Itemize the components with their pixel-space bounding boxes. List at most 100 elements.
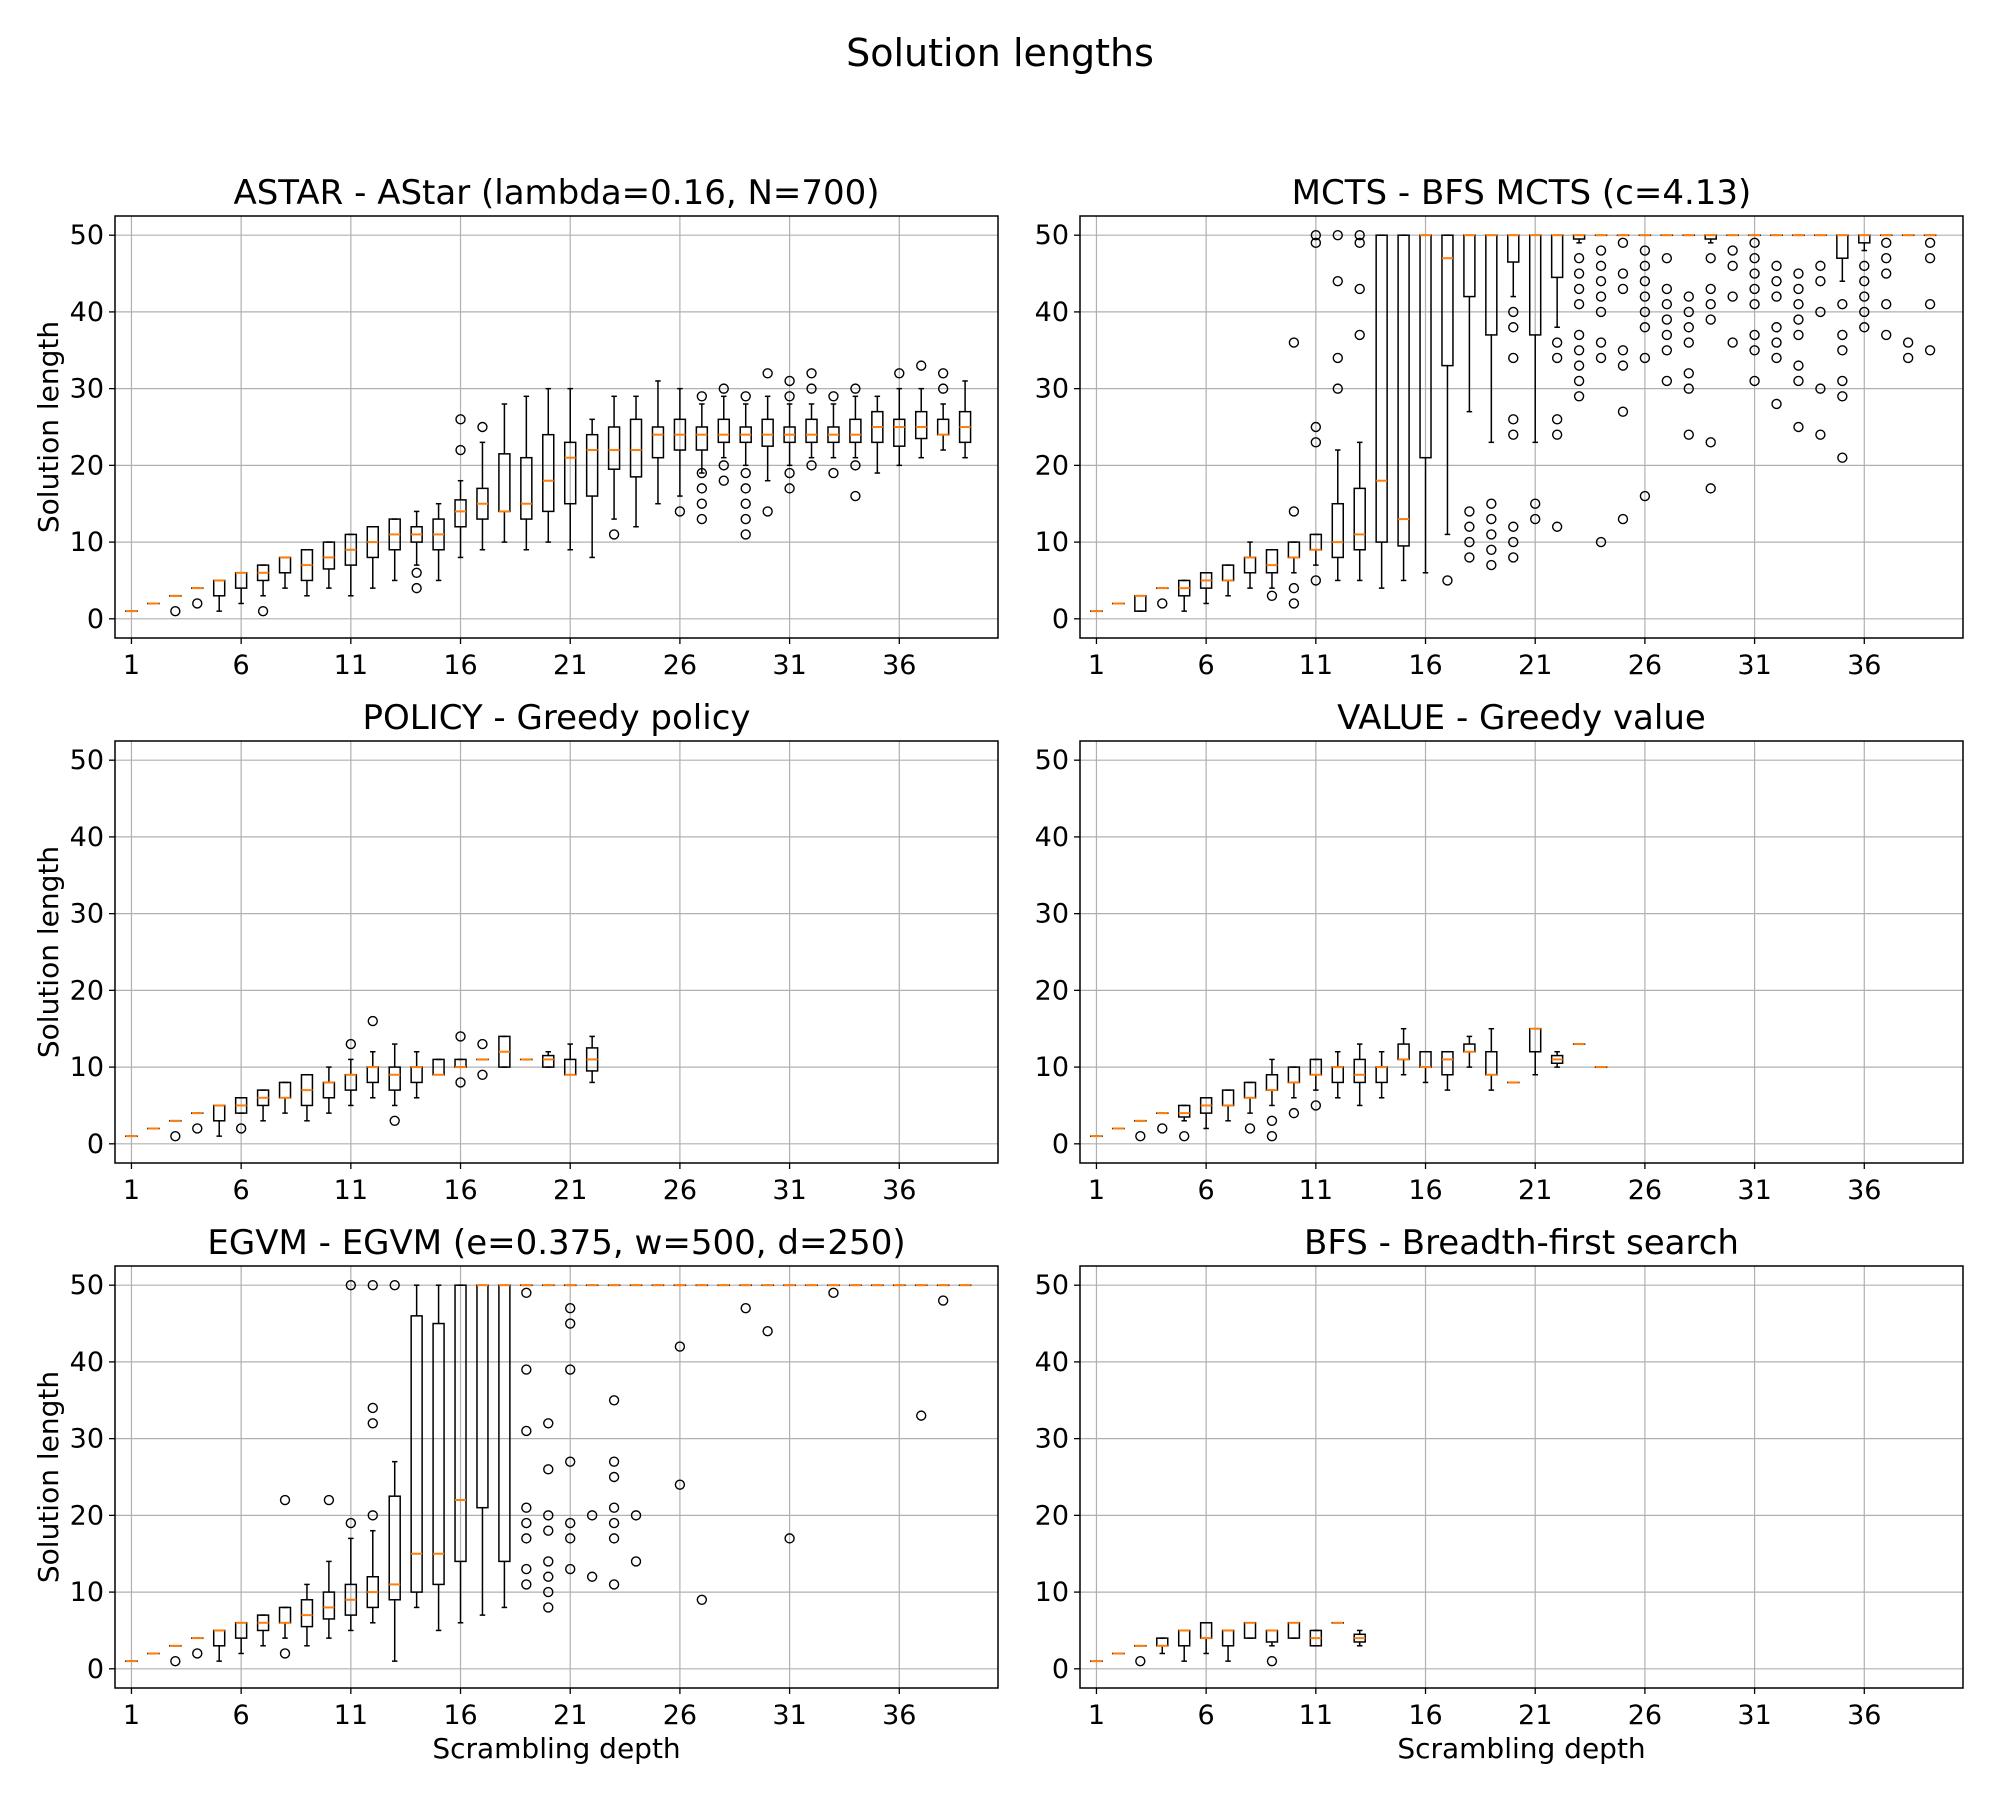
box-depth-4 <box>1156 1637 1169 1655</box>
outlier-point <box>521 1364 532 1375</box>
outlier-point <box>1705 314 1716 325</box>
outlier-point <box>323 1494 335 1506</box>
box-depth-9 <box>300 1583 314 1647</box>
box-depth-11 <box>1309 1058 1323 1111</box>
outlier-point <box>411 567 422 578</box>
box-depth-28 <box>717 383 731 486</box>
box-iqr <box>1485 1050 1498 1076</box>
box-depth-6 <box>1199 572 1213 605</box>
box-depth-10 <box>1287 1066 1301 1119</box>
box-iqr <box>607 426 621 470</box>
box-depth-10 <box>1287 337 1301 609</box>
axes-frame <box>1079 1265 1964 1689</box>
box-iqr <box>1287 541 1301 559</box>
y-tick-label: 30 <box>1035 899 1069 930</box>
box-iqr <box>1331 1066 1345 1084</box>
outlier-point <box>937 368 949 379</box>
box-depth-12 <box>366 1015 380 1099</box>
x-tick-label: 36 <box>882 1175 916 1206</box>
box-depth-16 <box>454 1031 467 1088</box>
outlier-point <box>345 1517 357 1529</box>
outlier-point <box>1661 314 1673 325</box>
box-depth-12 <box>366 1279 380 1624</box>
x-tick-label: 31 <box>772 650 806 681</box>
x-ticks: 1 6 11 16 21 26 31 36 <box>123 1688 916 1731</box>
box-depth-23 <box>607 395 621 540</box>
x-tick-label: 1 <box>1088 1700 1105 1731</box>
axes-frame <box>114 1265 999 1689</box>
outlier-point <box>1310 421 1322 433</box>
outlier-point <box>1310 1100 1322 1111</box>
outlier-point <box>1881 299 1892 310</box>
box-iqr <box>322 1591 336 1620</box>
box-iqr <box>1243 1622 1257 1639</box>
box-depth-5 <box>212 1629 226 1662</box>
box-depth-32 <box>805 368 818 471</box>
box-depth-37 <box>914 1284 928 1421</box>
y-tick-label: 20 <box>1035 1500 1069 1531</box>
outlier-point <box>1771 322 1782 333</box>
x-tick-label: 16 <box>1408 1175 1442 1206</box>
outlier-point <box>1837 375 1848 387</box>
outlier-point <box>521 1533 532 1544</box>
box-depth-17 <box>476 1038 489 1080</box>
outlier-point <box>1705 299 1716 310</box>
box-iqr <box>410 1315 423 1593</box>
outlier-point <box>1288 598 1300 609</box>
box-depth-33 <box>827 391 840 479</box>
box-depth-10 <box>322 541 336 589</box>
box-depth-12 <box>1331 1050 1345 1099</box>
box-depth-3 <box>169 1119 182 1142</box>
x-tick-label: 16 <box>443 650 477 681</box>
outlier-point <box>543 1464 554 1475</box>
outlier-point <box>740 467 751 479</box>
x-tick-label: 31 <box>772 1700 806 1731</box>
outlier-point <box>279 1648 291 1659</box>
box-iqr <box>388 1495 401 1601</box>
box-iqr <box>278 1606 292 1624</box>
outlier-point <box>1508 552 1519 563</box>
box-depth-4 <box>191 1637 204 1659</box>
y-tick-label: 40 <box>70 1347 104 1378</box>
outlier-point <box>192 1123 203 1134</box>
x-tick-label: 36 <box>1847 1700 1881 1731</box>
outlier-point <box>1442 575 1453 586</box>
box-depth-22 <box>1550 234 1564 532</box>
outlier-point <box>1859 306 1870 318</box>
box-depth-18 <box>498 1035 511 1068</box>
y-ticks: 0 10 20 30 40 50 <box>70 220 115 635</box>
x-ticks: 1 6 11 16 21 26 31 36 <box>1088 1163 1881 1206</box>
box-iqr <box>717 418 731 444</box>
box-depth-8 <box>1243 541 1257 589</box>
outlier-point <box>1135 1130 1146 1142</box>
box-depth-18 <box>1463 1035 1476 1068</box>
outlier-point <box>1530 513 1541 525</box>
outlier-point <box>1573 329 1585 341</box>
outlier-point <box>1508 322 1519 333</box>
box-depth-13 <box>1353 229 1366 582</box>
outlier-point <box>1617 268 1629 279</box>
x-tick-label: 1 <box>123 1175 140 1206</box>
box-depth-14 <box>410 1284 423 1609</box>
outlier-point <box>1244 1123 1256 1134</box>
outlier-point <box>1486 529 1497 540</box>
y-tick-label: 20 <box>70 450 104 481</box>
box-depth-15 <box>432 1058 445 1076</box>
outlier-point <box>1486 498 1497 509</box>
box-depth-31 <box>1748 234 1761 387</box>
box-iqr <box>1441 234 1454 367</box>
outlier-point <box>1573 375 1585 387</box>
outlier-point <box>1793 329 1804 341</box>
box-iqr <box>278 556 292 574</box>
y-tick-label: 10 <box>70 1577 104 1608</box>
grid <box>1080 216 1963 638</box>
x-ticks: 1 6 11 16 21 26 31 36 <box>1088 638 1881 681</box>
box-iqr <box>1353 1058 1366 1084</box>
outlier-point <box>1266 1130 1278 1142</box>
outlier-point <box>916 360 927 371</box>
box-depth-27 <box>1660 234 1674 387</box>
y-tick-label: 30 <box>1035 1424 1069 1455</box>
